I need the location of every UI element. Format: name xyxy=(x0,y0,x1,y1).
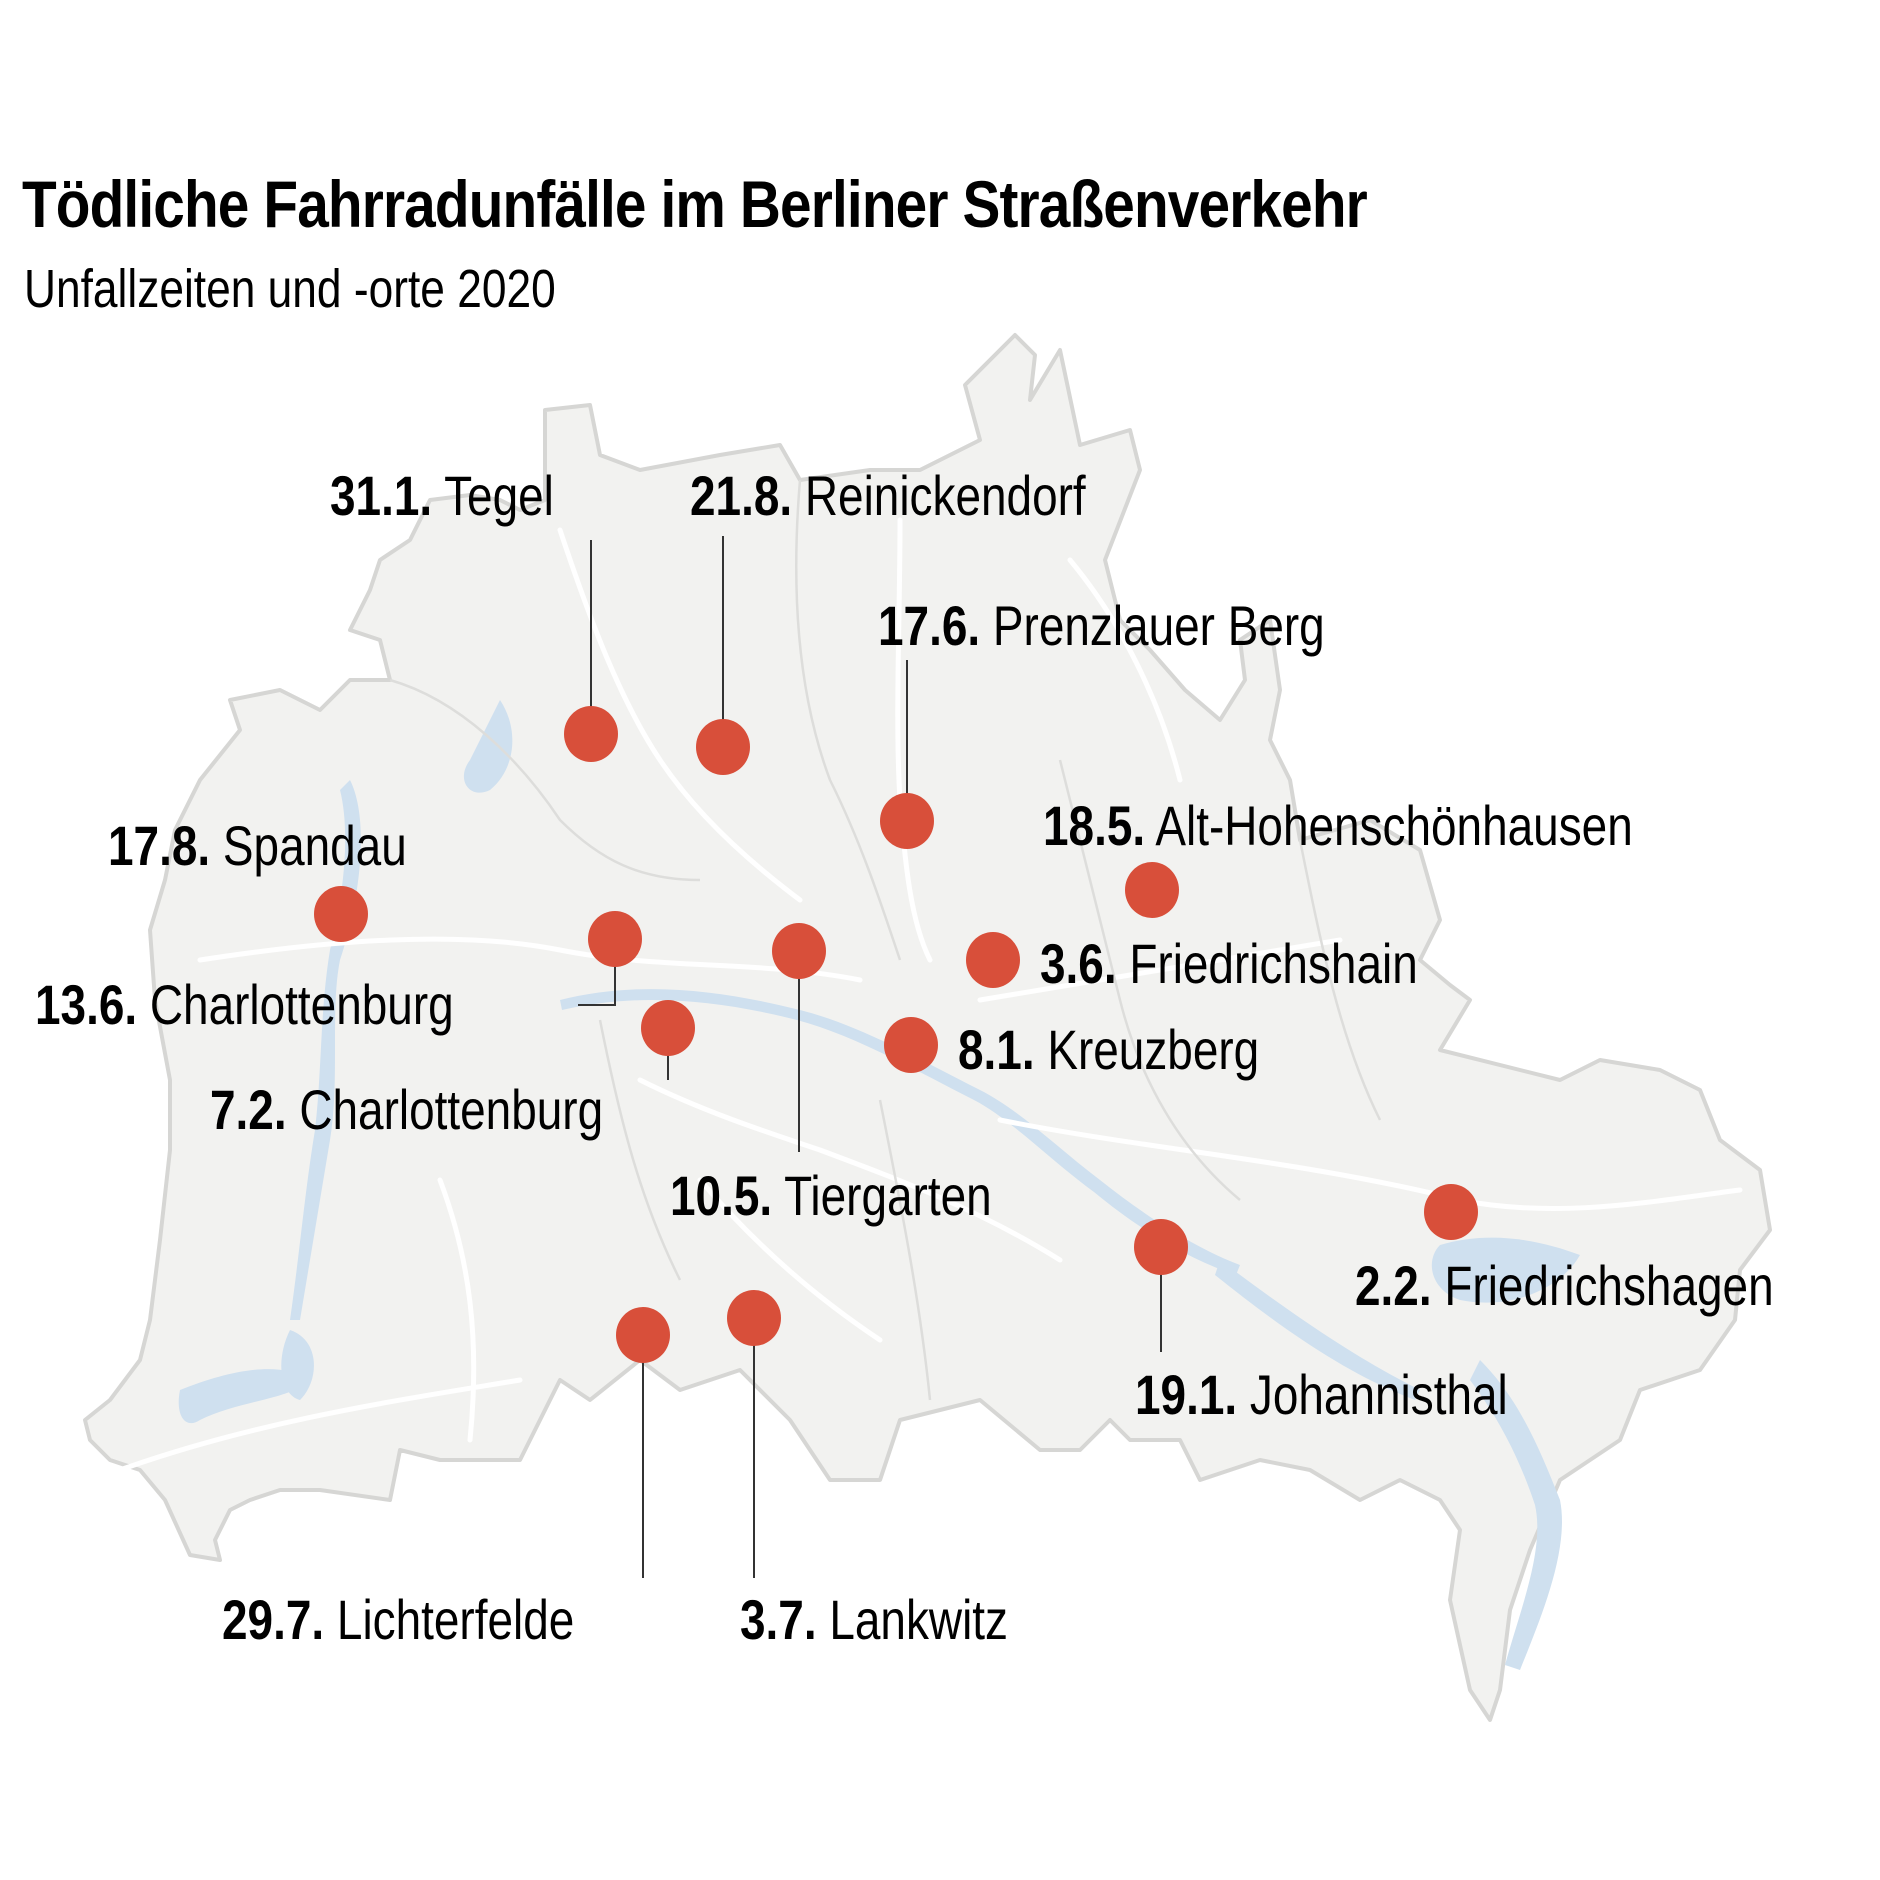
accident-marker-dot[interactable] xyxy=(880,793,934,849)
marker-date: 10.5. xyxy=(670,1164,773,1227)
accident-marker-dot[interactable] xyxy=(696,719,750,775)
accident-marker-dot[interactable] xyxy=(588,911,642,967)
accident-marker-dot[interactable] xyxy=(966,932,1020,988)
marker-place: Reinickendorf xyxy=(792,464,1086,527)
marker-place: Lichterfelde xyxy=(324,1588,575,1651)
roads xyxy=(117,517,1743,1473)
marker-label: 17.6. Prenzlauer Berg xyxy=(878,598,1325,654)
accident-marker-dot[interactable] xyxy=(1134,1219,1188,1275)
accident-markers xyxy=(314,706,1478,1363)
accident-marker-dot[interactable] xyxy=(564,706,618,762)
accident-marker-dot[interactable] xyxy=(884,1017,938,1073)
marker-place: Tegel xyxy=(432,464,554,527)
marker-label: 13.6. Charlottenburg xyxy=(35,977,454,1033)
marker-date: 7.2. xyxy=(210,1078,287,1141)
accident-marker-dot[interactable] xyxy=(1125,862,1179,918)
marker-label: 3.7. Lankwitz xyxy=(740,1592,1008,1648)
marker-label: 7.2. Charlottenburg xyxy=(210,1082,603,1138)
marker-label: 19.1. Johannisthal xyxy=(1135,1367,1508,1423)
marker-label: 2.2. Friedrichshagen xyxy=(1355,1258,1774,1314)
marker-date: 19.1. xyxy=(1135,1363,1238,1426)
marker-date: 8.1. xyxy=(958,1018,1035,1081)
accident-marker-dot[interactable] xyxy=(641,1000,695,1056)
leader-line xyxy=(578,961,616,1006)
marker-date: 18.5. xyxy=(1043,794,1146,857)
marker-label: 18.5. Alt-Hohenschönhausen xyxy=(1043,798,1633,854)
marker-date: 3.6. xyxy=(1040,932,1117,995)
marker-place: Friedrichshain xyxy=(1116,932,1418,995)
marker-place: Lankwitz xyxy=(816,1588,1009,1651)
page-subtitle: Unfallzeiten und -orte 2020 xyxy=(24,259,556,319)
marker-date: 29.7. xyxy=(222,1588,325,1651)
marker-date: 13.6. xyxy=(35,973,138,1036)
marker-date: 31.1. xyxy=(330,464,433,527)
marker-date: 3.7. xyxy=(740,1588,817,1651)
marker-label: 17.8. Spandau xyxy=(108,818,407,874)
marker-label: 31.1. Tegel xyxy=(330,468,554,524)
accident-marker-dot[interactable] xyxy=(314,886,368,942)
marker-date: 21.8. xyxy=(690,464,793,527)
marker-place: Alt-Hohenschönhausen xyxy=(1145,794,1633,857)
marker-place: Tiergarten xyxy=(772,1164,992,1227)
marker-place: Charlottenburg xyxy=(137,973,454,1036)
marker-place: Kreuzberg xyxy=(1034,1018,1260,1081)
marker-place: Prenzlauer Berg xyxy=(980,594,1325,657)
marker-place: Charlottenburg xyxy=(286,1078,604,1141)
marker-label: 29.7. Lichterfelde xyxy=(222,1592,574,1648)
accident-marker-dot[interactable] xyxy=(727,1290,781,1346)
marker-date: 2.2. xyxy=(1355,1254,1432,1317)
accident-marker-dot[interactable] xyxy=(1424,1184,1478,1240)
district-borders xyxy=(389,479,1382,1401)
marker-place: Johannisthal xyxy=(1237,1363,1508,1426)
accident-marker-dot[interactable] xyxy=(772,923,826,979)
page-title: Tödliche Fahrradunfälle im Berliner Stra… xyxy=(22,167,1368,241)
marker-place: Spandau xyxy=(210,814,407,877)
marker-label: 3.6. Friedrichshain xyxy=(1040,936,1418,992)
marker-label: 21.8. Reinickendorf xyxy=(690,468,1086,524)
marker-date: 17.6. xyxy=(878,594,981,657)
marker-date: 17.8. xyxy=(108,814,211,877)
marker-label: 8.1. Kreuzberg xyxy=(958,1022,1259,1078)
marker-label: 10.5. Tiergarten xyxy=(670,1168,992,1224)
accident-marker-dot[interactable] xyxy=(616,1307,670,1363)
marker-place: Friedrichshagen xyxy=(1431,1254,1774,1317)
